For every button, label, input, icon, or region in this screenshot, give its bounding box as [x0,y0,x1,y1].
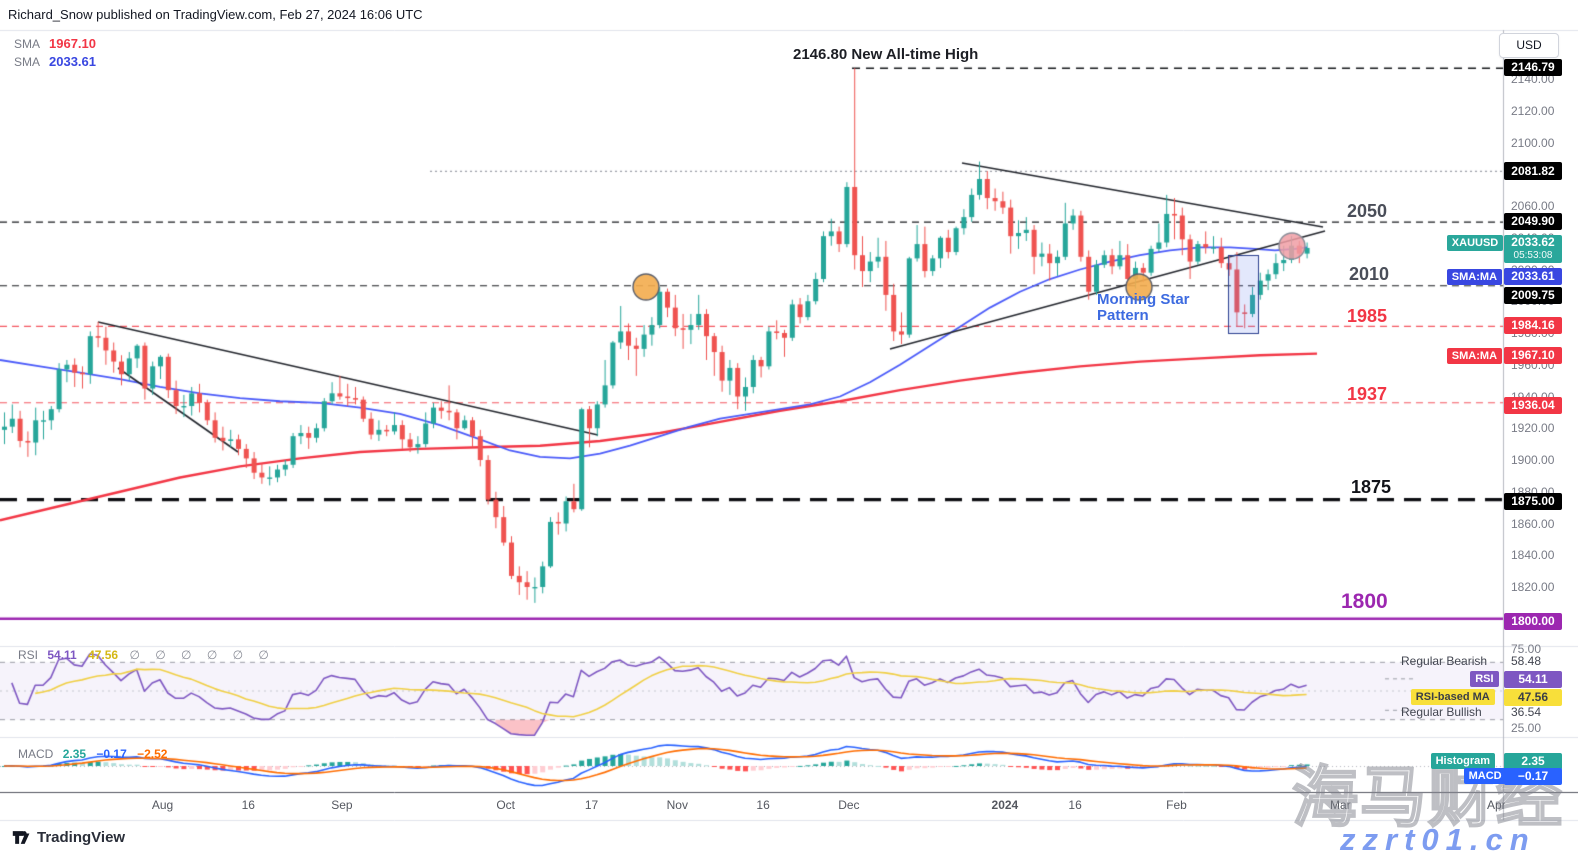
level-label-1937: 1937 [1347,384,1388,404]
rsi-value-badge: 54.11 [1504,671,1562,688]
sma-legend-row-blue[interactable]: SMA 2033.61 [14,54,96,69]
rsi-axis-tick[interactable]: 75.00 [1511,642,1542,656]
rsi-band-value: 36.54 [1511,705,1542,719]
x-axis-label-Aug: Aug [151,798,174,812]
price-badge-value: 1967.10 [1511,348,1555,363]
price-badge-2049.90: 2049.90 [1504,213,1562,231]
price-axis-tick[interactable]: 1820.00 [1511,580,1555,594]
sma-legend-row-red[interactable]: SMA 1967.10 [14,36,96,51]
morning-star-line1: Morning Star [1097,291,1190,308]
level-label-2010: 2010 [1349,264,1390,284]
x-axis-label-Mar: Mar [1329,798,1351,812]
rsi-value: 54.11 [47,648,77,662]
macd-tag-Histogram: Histogram [1430,753,1495,769]
price-badge-2009.75: 2009.75 [1504,286,1562,304]
countdown-timer: 05:53:08 [1513,249,1553,261]
macd-value-badge: 2.35 [1504,753,1562,770]
sma-legend: SMA 1967.10 SMA 2033.61 [14,36,96,72]
price-badge-2033.62: 2033.62 05:53:08 [1504,234,1562,263]
rsi-tag-RSI: RSI [1470,671,1499,687]
macd-signal-value: −2.52 [137,747,168,761]
series-tag-SMA:MA: SMA:MA [1446,268,1503,285]
level-label-1800: 1800 [1341,590,1388,613]
price-badge-value: 1800.00 [1511,613,1555,628]
rsi-legend[interactable]: RSI 54.11 47.56 ∅ ∅ ∅ ∅ ∅ ∅ [18,648,275,662]
price-axis-tick[interactable]: 2120.00 [1511,103,1555,118]
x-axis-label-16: 16 [756,798,770,812]
morning-star-line2: Pattern [1097,307,1149,324]
macd-hist-value: 2.35 [62,747,87,761]
price-axis-tick[interactable]: 2100.00 [1511,135,1555,150]
price-badge-1936.04: 1936.04 [1504,397,1562,415]
all-time-high-annotation: 2146.80 New All-time High [793,46,979,63]
rsi-tag-RSI-based MA: RSI-based MA [1410,689,1495,705]
rsi-divergence-zeros: ∅ ∅ ∅ ∅ ∅ ∅ [129,648,275,662]
x-axis-label-Nov: Nov [666,798,688,812]
level-label-2050: 2050 [1347,201,1388,221]
price-badge-value: 2033.62 [1511,234,1555,249]
currency-toggle-button[interactable]: USD [1499,33,1559,58]
series-tag-XAUUSD: XAUUSD [1446,235,1504,252]
time-axis[interactable]: Aug 16 Sep Oct 17 Nov 16 Dec 2024 16 Feb Mar Apr [0,792,1505,818]
sma-label: SMA [14,37,41,51]
price-axis-tick[interactable]: 1860.00 [1511,516,1555,531]
price-axis-tick[interactable]: 1840.00 [1511,548,1555,563]
price-badge-value: 1984.16 [1511,318,1555,333]
macd-value-badge: −0.17 [1504,768,1562,785]
x-axis-label-Sep: Sep [331,798,353,812]
x-axis-label-Feb: Feb [1166,798,1187,812]
price-badge-value: 1936.04 [1511,398,1555,413]
x-axis-label-17: 17 [584,798,599,812]
price-badge-value: 2033.61 [1511,268,1555,283]
price-badge-1800.00: 1800.00 [1504,612,1562,630]
x-axis-label-16: 16 [1068,798,1082,812]
watermark-url: zzrt01.cn [1340,822,1536,857]
x-axis-label-2024: 2024 [991,798,1019,812]
rsi-band-value: 58.48 [1511,654,1542,668]
price-badge-2033.61: 2033.61 [1504,267,1562,285]
price-badge-value: 2009.75 [1511,287,1555,302]
morning-star-annotation: Morning Star Pattern [1097,292,1190,324]
macd-line-value: −0.17 [96,747,127,761]
macd-tag-MACD: MACD [1463,768,1507,784]
tradingview-logo-icon [12,831,30,844]
price-badge-1875.00: 1875.00 [1504,493,1562,511]
x-axis-label-16: 16 [241,798,255,812]
price-badge-2146.79: 2146.79 [1504,59,1562,77]
macd-label: MACD [18,747,54,761]
rsi-value-badge: 47.56 [1504,689,1562,706]
price-badge-2081.82: 2081.82 [1504,163,1562,181]
x-axis-label-Apr: Apr [1486,798,1505,812]
rsi-axis-tick[interactable]: 25.00 [1511,721,1542,735]
sma-blue-value: 2033.61 [49,54,97,69]
x-axis-label-Oct: Oct [496,798,516,812]
price-badge-1967.10: 1967.10 [1504,347,1562,365]
price-badge-value: 2146.79 [1511,60,1555,75]
rsi-label: RSI [18,648,39,662]
price-axis-tick[interactable]: 1920.00 [1511,421,1555,436]
price-badge-1984.16: 1984.16 [1504,317,1562,335]
macd-legend[interactable]: MACD 2.35 −0.17 −2.52 [18,747,167,761]
price-axis-tick[interactable]: 2060.00 [1511,199,1555,213]
rsi-band-label: Regular Bearish [1401,654,1488,668]
rsi-ma-value: 47.56 [88,648,119,662]
level-label-1985: 1985 [1347,306,1388,326]
price-badge-value: 2049.90 [1511,214,1555,229]
series-tag-SMA:MA: SMA:MA [1446,348,1503,365]
sma-label: SMA [14,55,41,69]
tradingview-brand-text: TradingView [37,829,126,846]
level-label-1875: 1875 [1351,477,1392,497]
publish-title: Richard_Snow published on TradingView.co… [8,7,423,22]
tradingview-brand[interactable]: TradingView [12,828,125,847]
x-axis-label-Dec: Dec [838,798,860,812]
sma-red-value: 1967.10 [49,36,97,51]
price-axis-tick[interactable]: 1900.00 [1511,453,1555,467]
price-badge-value: 2081.82 [1511,164,1555,179]
price-badge-value: 1875.00 [1511,494,1555,509]
rsi-band-label: Regular Bullish [1401,705,1482,719]
